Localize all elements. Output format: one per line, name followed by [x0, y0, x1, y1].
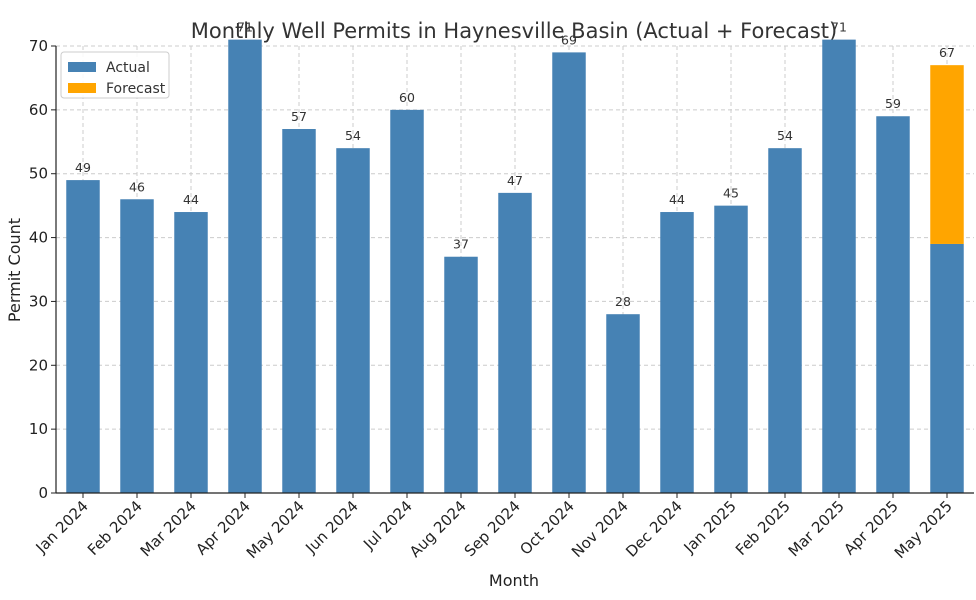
bar-actual-15: [876, 116, 910, 493]
data-label-12: 45: [723, 186, 739, 201]
data-label-4: 57: [291, 109, 307, 124]
bar-actual-0: [66, 180, 100, 493]
y-tick-label: 60: [29, 101, 48, 119]
bar-actual-7: [444, 256, 478, 493]
x-tick-label: Nov 2024: [568, 497, 632, 561]
bar-actual-16: [930, 243, 964, 493]
bars: [66, 39, 964, 494]
y-tick-label: 10: [29, 420, 48, 438]
data-label-8: 47: [507, 173, 523, 188]
legend-swatch-actual: [68, 62, 96, 72]
x-tick-label: May 2024: [243, 497, 308, 562]
bar-actual-3: [228, 39, 262, 493]
y-tick-label: 20: [29, 356, 48, 374]
x-tick-label: Mar 2025: [785, 497, 848, 560]
data-label-3: 71: [237, 20, 253, 35]
bar-actual-12: [714, 205, 748, 493]
bar-actual-9: [552, 52, 586, 494]
x-tick-label: Feb 2025: [732, 497, 794, 559]
y-tick-label: 30: [29, 292, 48, 310]
x-tick-label: Jan 2024: [32, 497, 92, 557]
data-label-11: 44: [669, 192, 685, 207]
data-label-7: 37: [453, 237, 469, 252]
y-tick-label: 70: [29, 37, 48, 55]
legend: Actual Forecast: [60, 51, 170, 99]
bar-forecast-16: [930, 65, 964, 244]
data-label-0: 49: [75, 160, 91, 175]
legend-swatch-forecast: [68, 83, 96, 93]
y-axis-ticks: 0 10 20 30 40 50 60 70: [29, 37, 56, 502]
data-labels: 49 46 44 71 57 54 60 37 47 69 28 44 45 54 71 59 67: [75, 20, 955, 310]
bar-actual-5: [336, 148, 370, 493]
data-label-9: 69: [561, 32, 577, 47]
x-tick-label: Jun 2024: [301, 497, 361, 557]
bar-actual-14: [822, 39, 856, 493]
data-label-13: 54: [777, 128, 793, 143]
y-tick-label: 40: [29, 229, 48, 247]
x-axis-label: Month: [489, 571, 539, 590]
data-label-5: 54: [345, 128, 361, 143]
data-label-16: 67: [939, 45, 955, 60]
data-label-1: 46: [129, 179, 145, 194]
data-label-10: 28: [615, 294, 631, 309]
bar-actual-8: [498, 192, 532, 493]
bar-actual-6: [390, 109, 424, 493]
x-tick-label: May 2025: [891, 497, 956, 562]
x-tick-label: Aug 2024: [406, 497, 470, 561]
y-axis-label: Permit Count: [5, 218, 24, 322]
bar-actual-2: [174, 212, 208, 493]
x-tick-label: Dec 2024: [622, 497, 686, 561]
data-label-2: 44: [183, 192, 199, 207]
x-tick-label: Sep 2024: [461, 497, 524, 560]
x-tick-label: Jan 2025: [680, 497, 740, 557]
data-label-15: 59: [885, 96, 901, 111]
data-label-14: 71: [831, 20, 847, 35]
x-tick-label: Feb 2024: [84, 497, 146, 559]
y-tick-label: 0: [38, 484, 48, 502]
y-tick-label: 50: [29, 165, 48, 183]
chart-title: Monthly Well Permits in Haynesville Basi…: [191, 19, 837, 43]
bar-actual-10: [606, 314, 640, 493]
x-tick-label: Mar 2024: [137, 497, 200, 560]
legend-label-forecast: Forecast: [106, 81, 166, 97]
data-label-6: 60: [399, 90, 415, 105]
bar-actual-11: [660, 212, 694, 493]
legend-label-actual: Actual: [106, 60, 150, 76]
bar-actual-1: [120, 199, 154, 493]
bar-actual-13: [768, 148, 802, 493]
bar-actual-4: [282, 129, 316, 493]
x-tick-label: Jul 2024: [359, 497, 416, 554]
